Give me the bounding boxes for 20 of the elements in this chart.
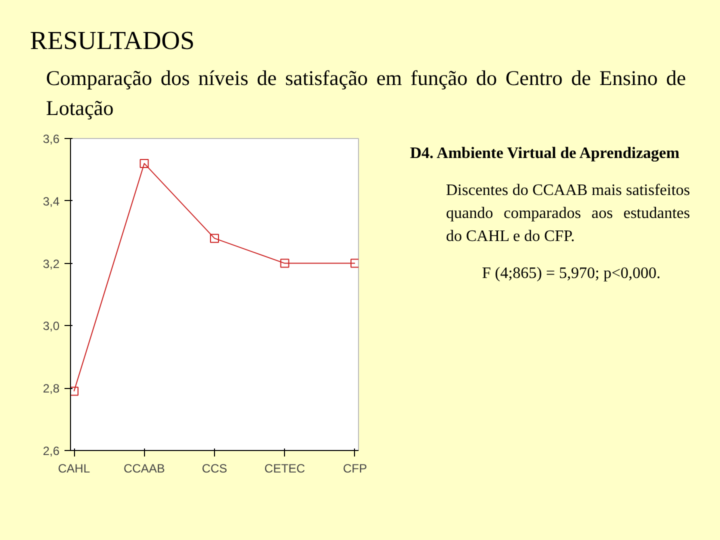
y-tick-label: 3,4: [42, 194, 60, 209]
text: Discentes do CCAAB mais satisfeitos quando comparados aos estudantes do CAHL e do CFP.: [446, 180, 690, 247]
point: [280, 258, 290, 268]
chart-subtitle: Comparação dos níveis de satisfação em função do Centro de Ensino de Lotação: [46, 65, 686, 122]
y-tick-label: 3,0: [42, 319, 60, 334]
y-tick-label: 3,2: [42, 256, 60, 271]
point: [210, 234, 219, 243]
text: F (4;865) = 5,970; p<0,000.: [482, 264, 662, 284]
chart-title: RESULTADOS: [30, 25, 195, 57]
y-tick-label: 3,6: [42, 132, 60, 146]
x-tick-label: CFP: [342, 462, 367, 476]
point: [140, 159, 149, 168]
x-tick-label: CETEC: [264, 462, 306, 476]
y-tick-label: 2,6: [42, 444, 60, 458]
point: [70, 386, 79, 396]
x-tick-label: CCS: [202, 462, 228, 476]
text: D4. Ambiente Virtual de Aprendizagem: [410, 144, 680, 164]
x-tick-label: CCAAB: [124, 462, 165, 476]
x-tick-label: CAHL: [58, 462, 90, 476]
y-tick-label: 2,8: [42, 382, 60, 396]
